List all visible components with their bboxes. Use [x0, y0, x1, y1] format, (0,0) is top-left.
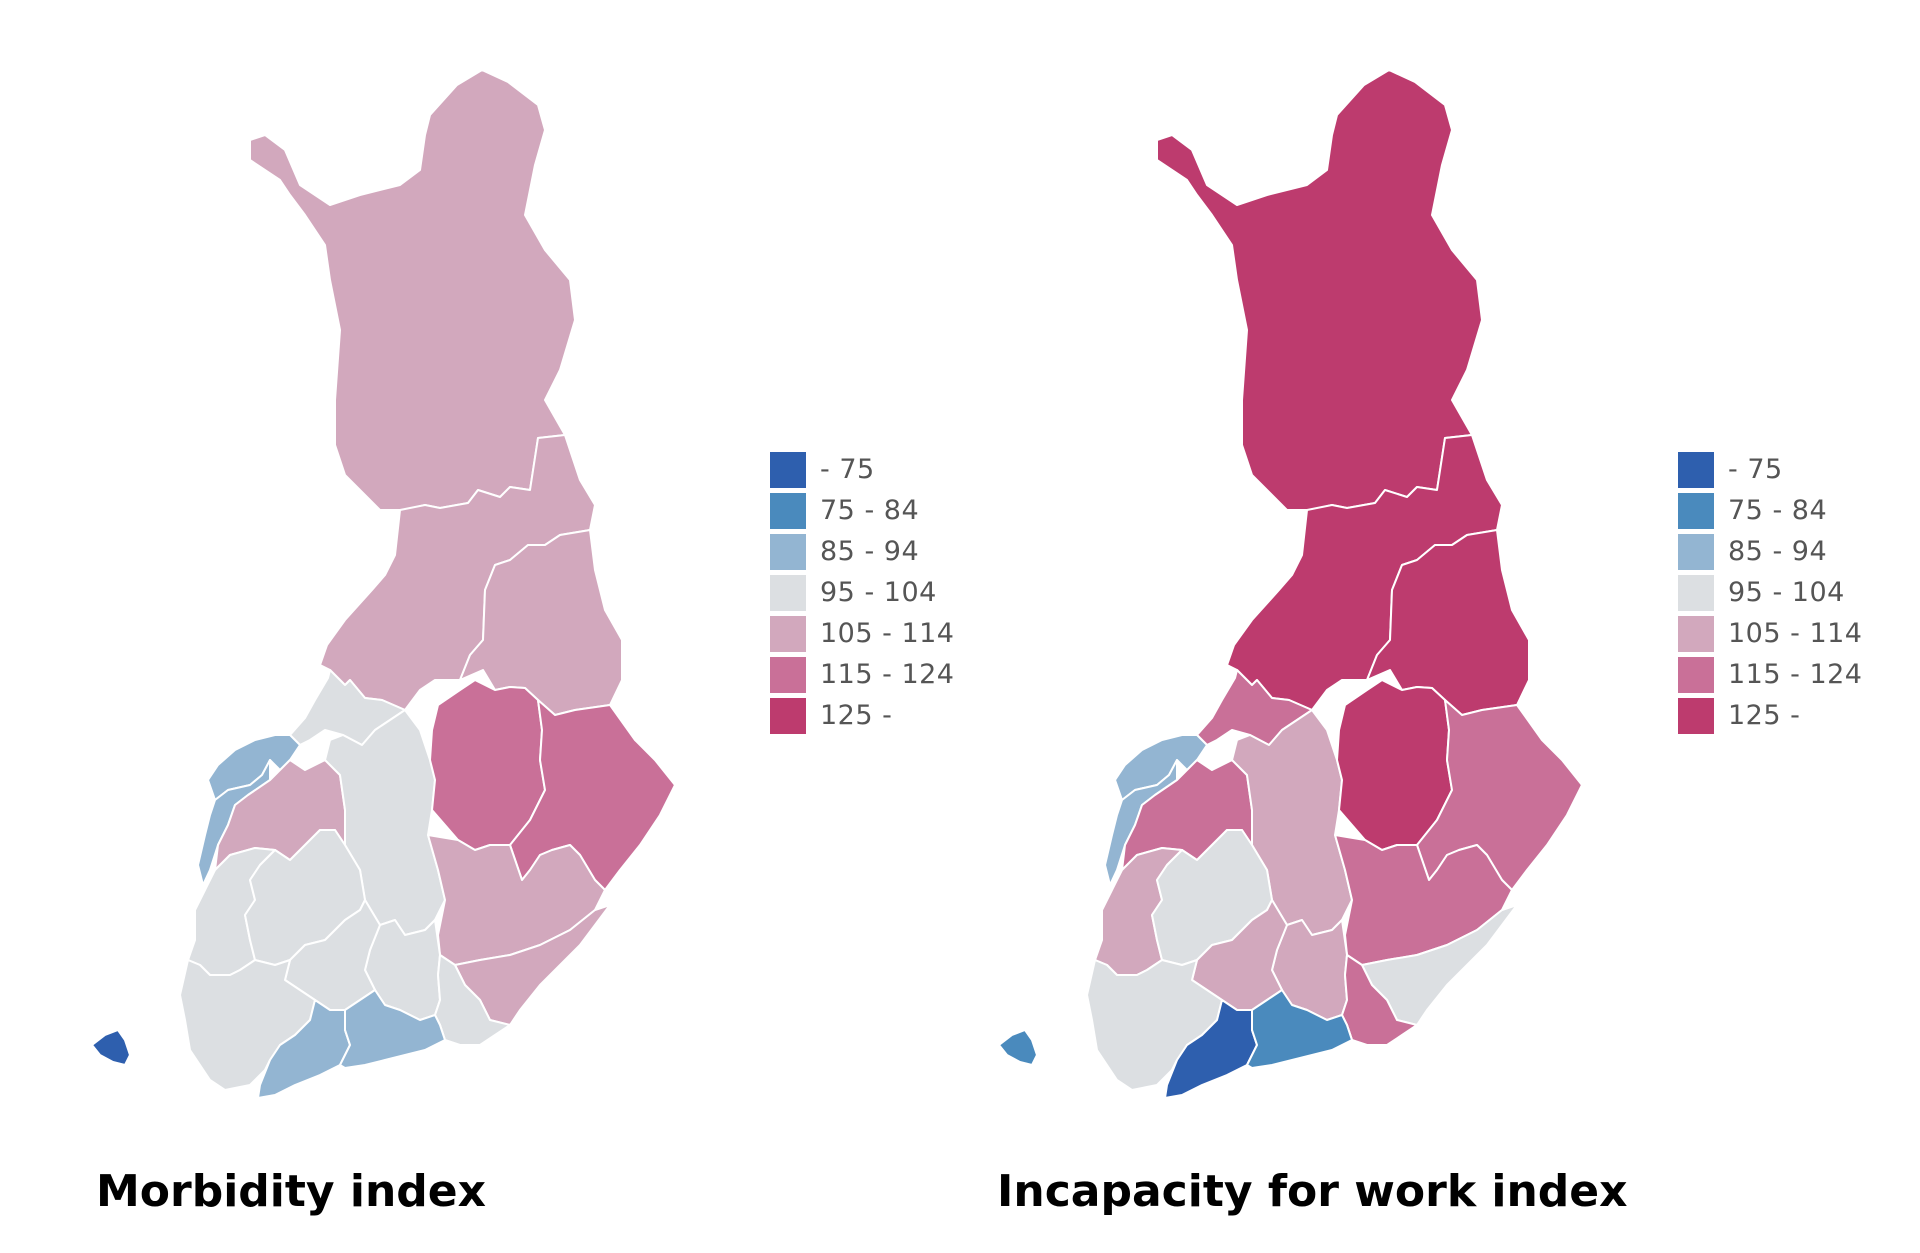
region-lapland	[249, 69, 576, 511]
legend-label: - 75	[820, 454, 875, 485]
legend-label: 95 - 104	[1728, 577, 1845, 608]
legend-label: 115 - 124	[1728, 659, 1863, 690]
legend-swatch	[1678, 492, 1714, 529]
legend-incapacity: - 75 75 - 84 85 - 94 95 - 104 105 - 114 115 -…	[1678, 449, 1898, 736]
region-kymenlaakso	[1341, 954, 1418, 1046]
region-kainuu	[459, 529, 623, 716]
legend-label: 115 - 124	[820, 659, 955, 690]
legend-label: 105 - 114	[1728, 618, 1863, 649]
legend-swatch	[770, 615, 806, 652]
legend-item: 95 - 104	[1678, 572, 1898, 613]
region-lapland	[1156, 69, 1483, 511]
region-aland	[91, 1029, 131, 1066]
map-morbidity	[91, 69, 676, 1099]
legend-swatch	[770, 492, 806, 529]
legend-swatch	[770, 697, 806, 734]
legend-label: 85 - 94	[820, 536, 920, 567]
region-uusimaa-east	[1246, 989, 1353, 1069]
legend-label: 125 -	[820, 700, 893, 731]
legend-label: 95 - 104	[820, 577, 937, 608]
legend-label: 85 - 94	[1728, 536, 1828, 567]
legend-item: 105 - 114	[1678, 613, 1898, 654]
legend-swatch	[770, 533, 806, 570]
map-title-morbidity: Morbidity index	[96, 1166, 487, 1217]
map-title-incapacity: Incapacity for work index	[997, 1166, 1628, 1217]
legend-label: 125 -	[1728, 700, 1801, 731]
legend-swatch	[770, 451, 806, 488]
legend-morbidity: - 75 75 - 84 85 - 94 95 - 104 105 - 114 115 -…	[770, 449, 990, 736]
region-uusimaa-east	[339, 989, 446, 1069]
legend-swatch	[1678, 697, 1714, 734]
legend-swatch	[1678, 656, 1714, 693]
legend-item: 105 - 114	[770, 613, 990, 654]
legend-item: 95 - 104	[770, 572, 990, 613]
legend-item: 85 - 94	[770, 531, 990, 572]
region-aland	[998, 1029, 1038, 1066]
legend-item: 115 - 124	[770, 654, 990, 695]
legend-item: 75 - 84	[770, 490, 990, 531]
legend-label: 75 - 84	[1728, 495, 1828, 526]
legend-item: 85 - 94	[1678, 531, 1898, 572]
legend-item: - 75	[1678, 449, 1898, 490]
legend-item: 125 -	[1678, 695, 1898, 736]
legend-swatch	[770, 656, 806, 693]
region-kainuu	[1366, 529, 1530, 716]
legend-item: - 75	[770, 449, 990, 490]
region-kymenlaakso	[434, 954, 511, 1046]
legend-label: 75 - 84	[820, 495, 920, 526]
legend-label: - 75	[1728, 454, 1783, 485]
legend-swatch	[1678, 533, 1714, 570]
legend-swatch	[1678, 574, 1714, 611]
map-incapacity	[998, 69, 1583, 1099]
legend-label: 105 - 114	[820, 618, 955, 649]
legend-swatch	[1678, 615, 1714, 652]
legend-item: 125 -	[770, 695, 990, 736]
legend-item: 115 - 124	[1678, 654, 1898, 695]
legend-item: 75 - 84	[1678, 490, 1898, 531]
legend-swatch	[1678, 451, 1714, 488]
legend-swatch	[770, 574, 806, 611]
